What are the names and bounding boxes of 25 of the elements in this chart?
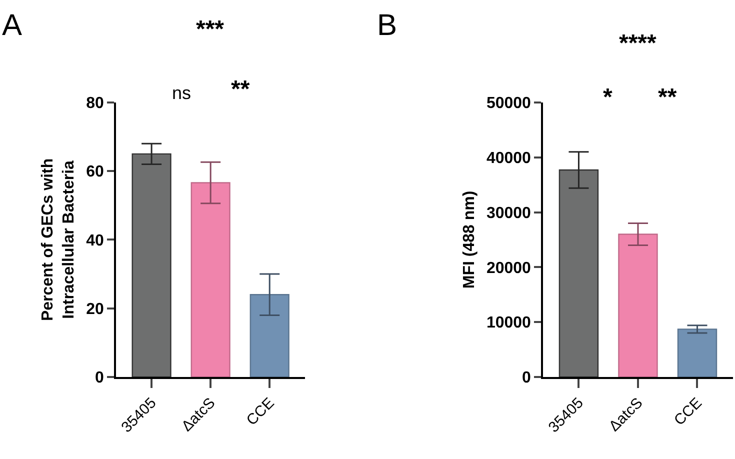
y-tick-label: 10000 [486, 314, 532, 332]
y-tick-label: 50000 [486, 95, 532, 112]
annotation: * [603, 84, 613, 111]
bar [190, 182, 230, 377]
chart-title: B [377, 9, 398, 42]
y-tick-label: 60 [86, 164, 104, 181]
y-tick-label: 30000 [486, 204, 532, 222]
y-tick-label: 40 [86, 232, 104, 250]
bar [618, 234, 658, 377]
y-tick-label: 20000 [486, 260, 532, 277]
y-tick-label: 0 [95, 370, 104, 387]
y-axis-title: MFI (488 nm) [460, 190, 478, 289]
bar [250, 294, 290, 377]
text: **** [619, 30, 658, 57]
y-tick-label: 20 [86, 300, 104, 318]
y-tick-label: 0 [522, 370, 532, 387]
text: *** [196, 16, 225, 43]
bar [677, 328, 718, 377]
annotation: ** [231, 76, 250, 103]
y-tick-label: 80 [86, 95, 104, 112]
y-tick-label: 40000 [486, 150, 532, 167]
annotation: ** [658, 84, 678, 111]
chart-title: A [2, 9, 22, 42]
annotation: ns [172, 83, 192, 103]
y-axis-title: Percent of GECs with Intracellular Bacteria [40, 158, 78, 322]
